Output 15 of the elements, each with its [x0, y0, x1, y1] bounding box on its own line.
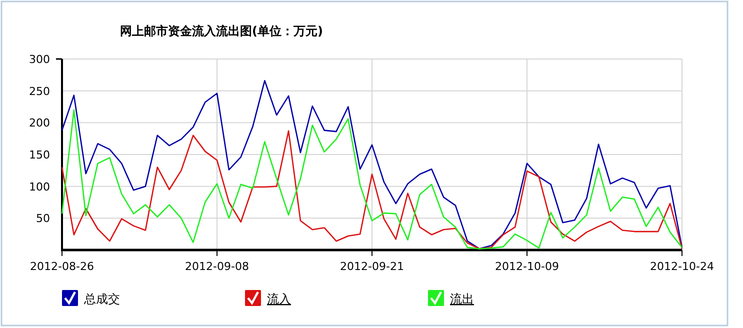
x-tick-label: 2012-10-09 [495, 260, 559, 273]
y-tick-label: 50 [36, 212, 50, 226]
y-tick-label: 200 [29, 116, 50, 130]
x-tick-label: 2012-09-21 [340, 260, 404, 273]
legend-label: 流出 [450, 292, 474, 306]
y-tick-label: 250 [29, 84, 50, 98]
y-tick-label: 150 [29, 148, 50, 162]
chart-title: 网上邮市资金流入流出图(单位：万元) [120, 24, 323, 38]
legend-label: 总成交 [83, 292, 120, 306]
x-tick-label: 2012-08-26 [30, 260, 94, 273]
legend-label: 流入 [267, 292, 291, 306]
x-tick-label: 2012-09-08 [185, 260, 249, 273]
y-tick-label: 100 [29, 180, 50, 194]
x-tick-label: 2012-10-24 [650, 260, 714, 273]
y-tick-label: 300 [29, 53, 50, 66]
